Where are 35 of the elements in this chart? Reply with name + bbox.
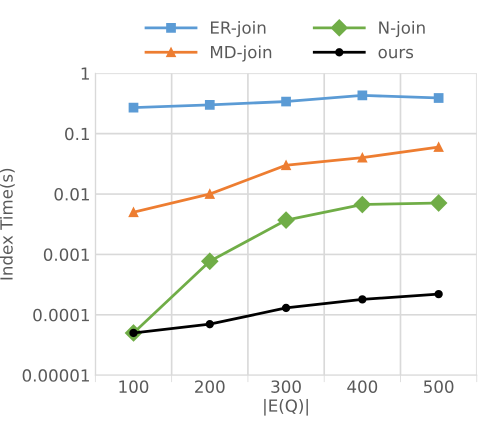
point [128,102,138,112]
legend-label: MD-join [210,45,272,62]
x-tick-label: 200 [195,380,225,393]
y-tick-label: 0.00001 [22,369,89,382]
point [206,320,214,328]
point [434,142,444,152]
x-tick-label: 400 [347,380,378,393]
legend-label: N-join [379,21,425,38]
x-tick-label: 100 [119,380,148,393]
point [204,100,215,110]
y-tick-label: 0.001 [44,248,89,261]
y-tick-label: 0.0001 [33,308,89,322]
point [358,295,367,304]
point [201,252,218,270]
x-axis-title: |E(Q)| [264,398,308,416]
point [430,194,448,212]
legend-label: ours [378,48,414,58]
legend-label: ER-join [210,21,266,38]
x-tick-label: 300 [271,380,301,393]
x-tick-label: 500 [424,380,454,393]
point [434,290,443,298]
y-tick-label: 0.1 [65,128,89,140]
point [281,96,291,106]
point [278,212,295,229]
point [281,160,291,170]
point [357,90,368,100]
point [354,196,371,214]
y-axis-title: Index Time(s) [0,168,15,280]
y-tick-label: 1 [82,67,89,80]
y-tick-label: 0.01 [54,188,89,201]
point [282,304,290,312]
point [204,189,215,199]
point [128,207,138,218]
point [357,152,368,163]
point [434,93,444,103]
